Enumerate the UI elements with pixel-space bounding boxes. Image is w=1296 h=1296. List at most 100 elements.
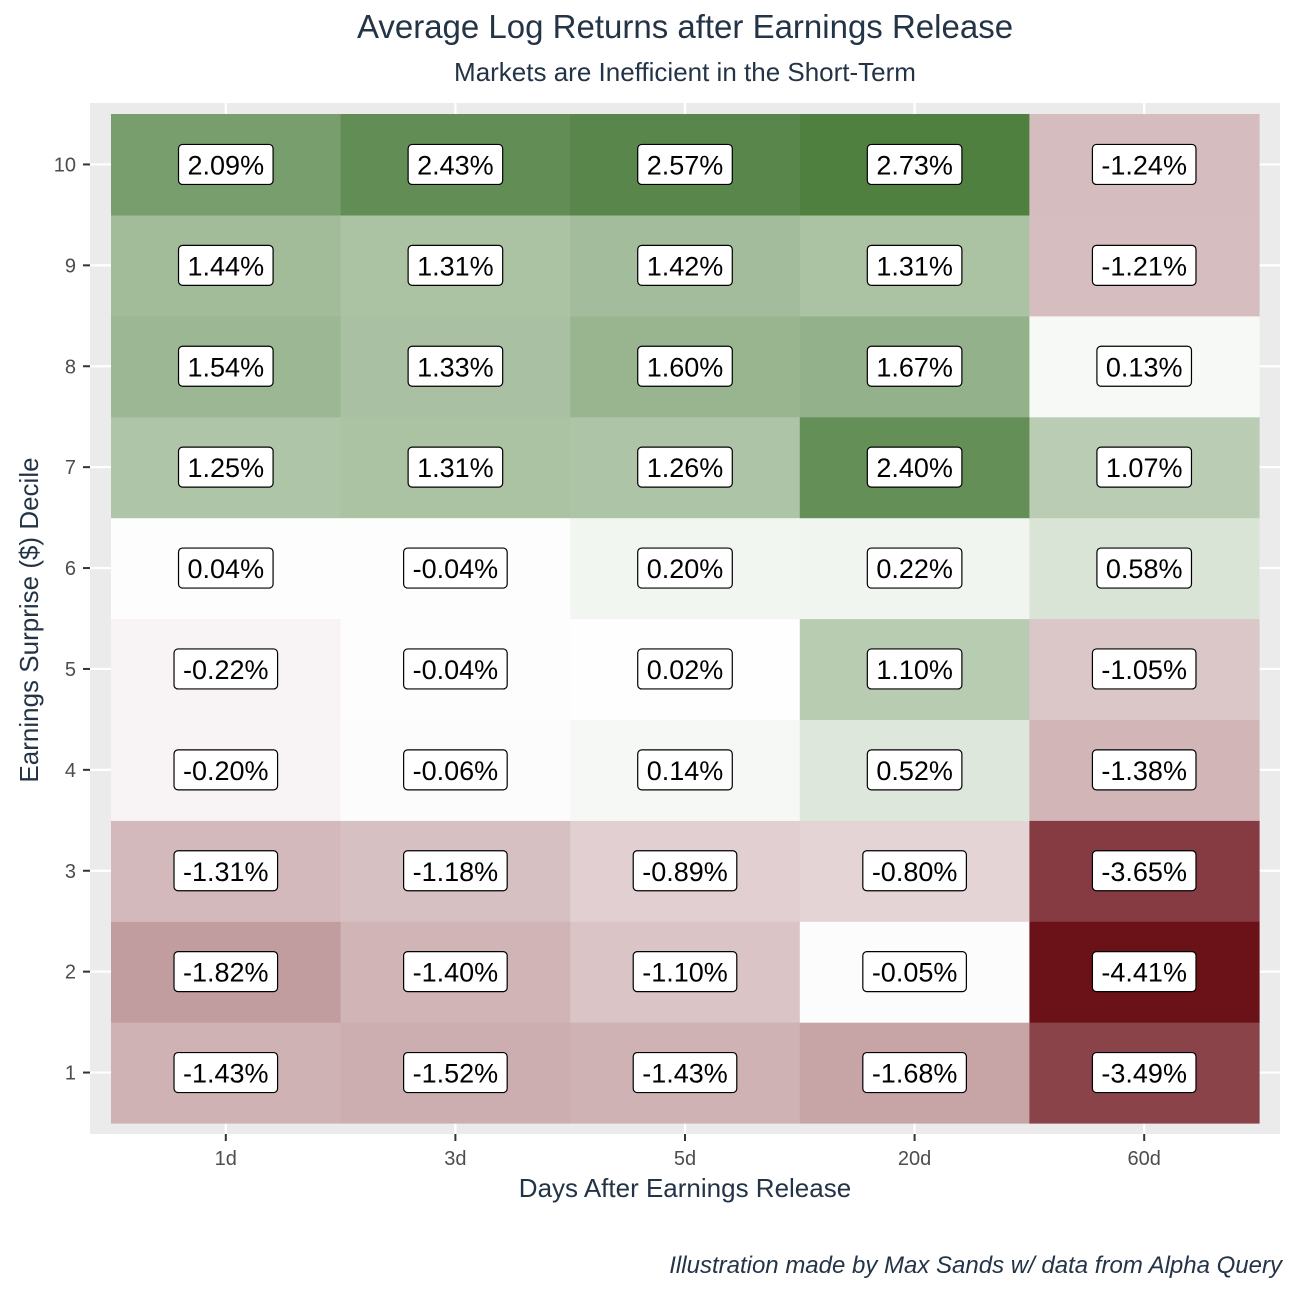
cell-label-box — [862, 1051, 967, 1094]
cell-label-group: 1.54% — [177, 345, 274, 387]
cell-label: 0.20% — [647, 554, 724, 584]
cell-label: 1.10% — [876, 655, 953, 685]
chart-caption: Illustration made by Max Sands w/ data f… — [669, 1252, 1282, 1279]
cell-label-group: -3.49% — [1091, 1051, 1197, 1094]
cell-label-box — [637, 143, 733, 186]
y-tick-label: 3 — [65, 861, 76, 883]
cell-label: 1.07% — [1106, 453, 1183, 483]
y-tick-label: 5 — [65, 659, 76, 681]
cell-label-group: 1.31% — [407, 244, 504, 286]
cell-label-box — [637, 749, 733, 791]
cell-label-box — [866, 345, 963, 387]
cell-label-group: -1.31% — [173, 850, 279, 892]
cell-label: -1.21% — [1101, 251, 1187, 281]
cell-label-box — [403, 1051, 508, 1094]
cell-label-group: 0.58% — [1096, 547, 1193, 589]
cell-label-box — [1091, 143, 1197, 186]
cell-label-group: -1.68% — [862, 1051, 967, 1094]
cell-label: -0.20% — [183, 756, 269, 786]
cell-label-box — [866, 648, 963, 690]
cell-label-box — [866, 749, 963, 791]
cell-label-box — [403, 749, 508, 791]
cell-label: -1.05% — [1101, 655, 1187, 685]
cell-label-group: 1.26% — [637, 446, 733, 488]
cell-label: 1.26% — [647, 453, 724, 483]
cell-label: -0.06% — [413, 756, 499, 786]
cell-label-box — [403, 547, 508, 589]
cell-label-box — [177, 547, 274, 589]
cell-label-group: -1.38% — [1091, 749, 1197, 791]
cell-label-group: -0.04% — [403, 547, 508, 589]
cell-label-box — [866, 446, 963, 488]
cell-label-group: 2.73% — [866, 143, 963, 186]
y-axis: 1 2 3 4 5 6 7 8 9 10 — [54, 154, 90, 1085]
cell-label-box — [1091, 850, 1197, 892]
cell-label-group: 1.42% — [637, 244, 733, 286]
cell-label: 2.09% — [188, 150, 265, 180]
cell-label-box — [637, 648, 733, 690]
cell-label-group: 1.60% — [637, 345, 733, 387]
cell-label-box — [1091, 951, 1197, 993]
cell-label-box — [403, 850, 508, 892]
cell-label-group: -1.43% — [632, 1051, 738, 1094]
chart-title: Average Log Returns after Earnings Relea… — [356, 8, 1014, 45]
cell-label: 1.25% — [188, 453, 265, 483]
cell-label-group: 0.02% — [637, 648, 733, 690]
cell-label: -1.38% — [1101, 756, 1187, 786]
cell-label: -0.89% — [642, 857, 728, 887]
y-tick-label: 10 — [54, 154, 76, 176]
cell-label-group: -1.40% — [403, 951, 508, 993]
cell-label: 1.67% — [876, 352, 953, 382]
cell-label: -0.80% — [872, 857, 958, 887]
cell-label-box — [866, 143, 963, 186]
cell-label-box — [637, 345, 733, 387]
cell-label: -1.18% — [413, 857, 499, 887]
cell-label-group: -0.80% — [862, 850, 967, 892]
cell-label: -4.41% — [1101, 958, 1187, 988]
cell-label-box — [862, 951, 967, 993]
cell-label-group: 0.22% — [866, 547, 963, 589]
cell-label-box — [403, 648, 508, 690]
cell-label: 0.13% — [1106, 352, 1183, 382]
cell-label: -1.31% — [183, 857, 269, 887]
cell-label-box — [1091, 1051, 1197, 1094]
cell-label-group: 1.31% — [866, 244, 963, 286]
cell-label-group: -0.20% — [173, 749, 279, 791]
cell-label-group: 1.07% — [1096, 446, 1193, 488]
cell-label-group: 0.04% — [177, 547, 274, 589]
cell-label-group: 1.31% — [407, 446, 504, 488]
cell-label-box — [1096, 446, 1193, 488]
cell-label: -0.22% — [183, 655, 269, 685]
cell-label-group: -1.43% — [173, 1051, 279, 1094]
y-tick-label: 1 — [65, 1063, 76, 1085]
cell-label: -0.04% — [413, 554, 499, 584]
cell-label-group: 0.13% — [1096, 345, 1193, 387]
cell-label-group: 1.33% — [407, 345, 504, 387]
cell-label-group: -1.10% — [632, 951, 738, 993]
x-tick-label: 1d — [215, 1148, 237, 1170]
cell-label-box — [177, 244, 274, 286]
cell-label-box — [1091, 244, 1197, 286]
x-tick-label: 20d — [898, 1148, 931, 1170]
cell-label-box — [407, 446, 504, 488]
cell-label-box — [1091, 648, 1197, 690]
cell-label: 1.54% — [188, 352, 265, 382]
cell-label-group: 2.09% — [177, 143, 274, 186]
cell-label: 0.04% — [188, 554, 265, 584]
chart-subtitle: Markets are Inefficient in the Short-Ter… — [454, 57, 916, 87]
cell-label: 1.44% — [188, 251, 265, 281]
cell-label: -1.68% — [872, 1059, 958, 1089]
cell-label: -0.05% — [872, 958, 958, 988]
cell-label: -1.10% — [642, 958, 728, 988]
cell-label: 0.58% — [1106, 554, 1183, 584]
cell-label-group: 0.52% — [866, 749, 963, 791]
cell-label-box — [637, 244, 733, 286]
cell-label-group: 1.25% — [177, 446, 274, 488]
y-tick-label: 8 — [65, 356, 76, 378]
cell-label-group: -3.65% — [1091, 850, 1197, 892]
cell-label-box — [1096, 547, 1193, 589]
cell-label: 2.40% — [876, 453, 953, 483]
cell-label-group: -1.21% — [1091, 244, 1197, 286]
cell-label-box — [1096, 345, 1193, 387]
cell-label: -1.43% — [642, 1059, 728, 1089]
